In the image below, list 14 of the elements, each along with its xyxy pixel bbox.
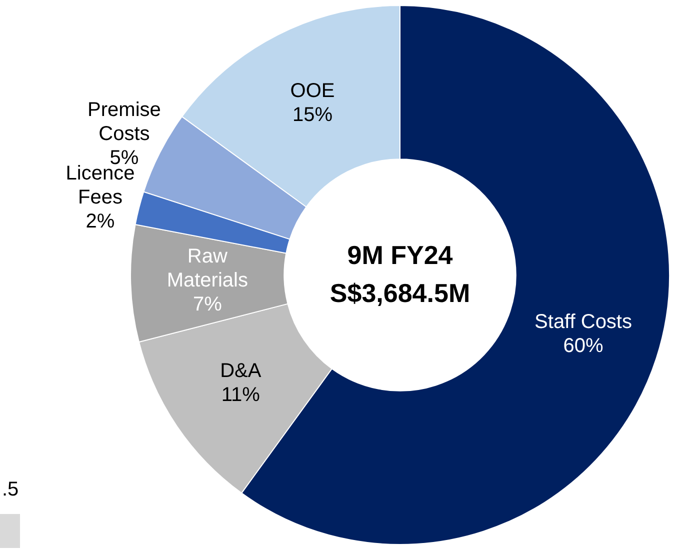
data-label: 5% <box>110 147 139 170</box>
data-label: 60% <box>563 335 604 358</box>
slice-label: OOE <box>290 80 335 102</box>
slice-label: Raw Materials <box>166 246 248 292</box>
text: S$3,684.5M <box>330 278 470 308</box>
slice-label: Staff Costs <box>534 311 632 334</box>
text: 9M FY24 <box>347 240 454 270</box>
data-label: 7% <box>192 294 222 316</box>
data-label: 11% <box>221 384 260 406</box>
slice-label: Premise Costs <box>88 99 161 146</box>
slice-label: D&A <box>220 360 262 382</box>
text: .5 <box>2 478 19 501</box>
data-label: 2% <box>86 210 115 233</box>
data-label: 15% <box>292 104 333 126</box>
